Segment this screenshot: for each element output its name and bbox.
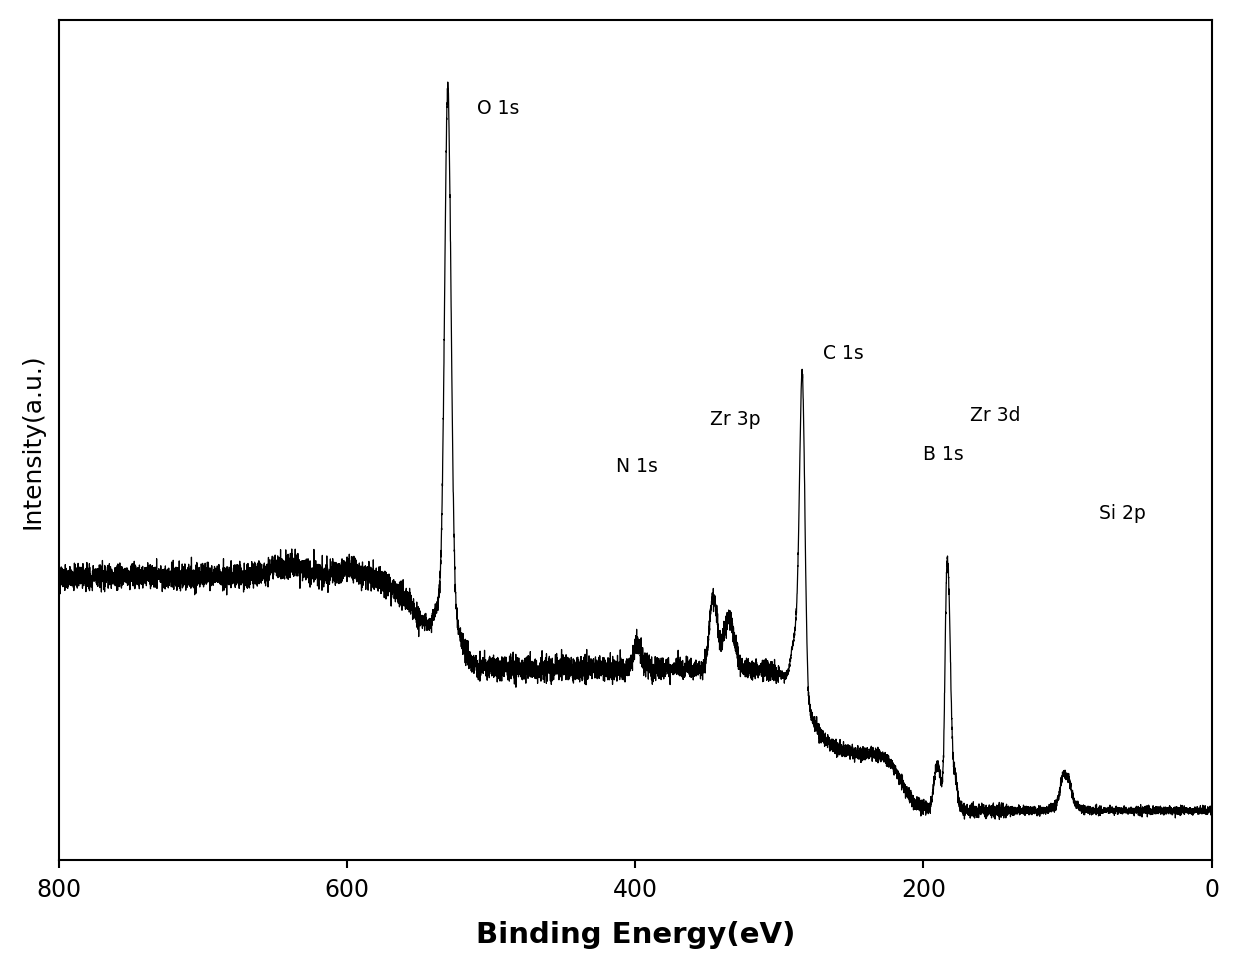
- Text: Zr 3p: Zr 3p: [711, 410, 760, 429]
- Y-axis label: Intensity(a.u.): Intensity(a.u.): [21, 353, 45, 528]
- Text: Zr 3d: Zr 3d: [970, 406, 1021, 425]
- Text: C 1s: C 1s: [822, 344, 863, 362]
- Text: Si 2p: Si 2p: [1099, 503, 1146, 522]
- Text: O 1s: O 1s: [476, 99, 520, 118]
- Text: N 1s: N 1s: [616, 456, 658, 476]
- X-axis label: Binding Energy(eV): Binding Energy(eV): [475, 921, 795, 949]
- Text: B 1s: B 1s: [924, 445, 965, 464]
